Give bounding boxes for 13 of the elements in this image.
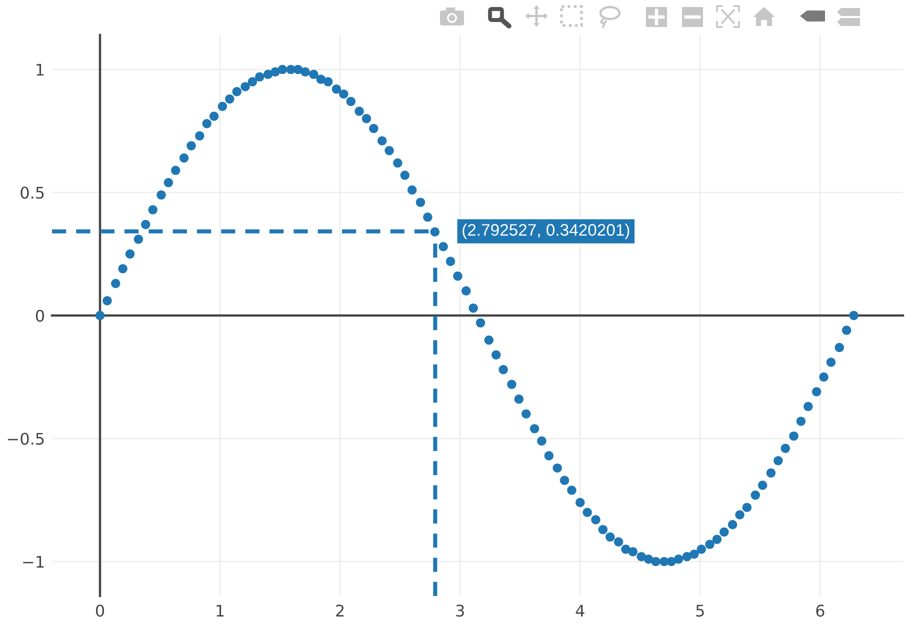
x-tick-label: 5 [696,604,704,617]
x-tick-label: 2 [336,604,344,616]
x-tick-label: 3 [456,604,464,617]
y-tick-label: −0.5 [8,432,44,445]
y-tick-label: 0 [36,310,44,322]
x-tick-label: 4 [576,604,584,616]
y-tick-label: −1 [23,556,44,568]
y-tick-label: 0.5 [20,186,44,199]
x-tick-label: 0 [96,604,104,617]
annotation: (2.792527, 0.3420201) [462,224,630,240]
x-tick-label: 6 [816,604,824,617]
x-tick-label: 1 [216,604,224,616]
y-tick-label: 1 [36,64,44,76]
